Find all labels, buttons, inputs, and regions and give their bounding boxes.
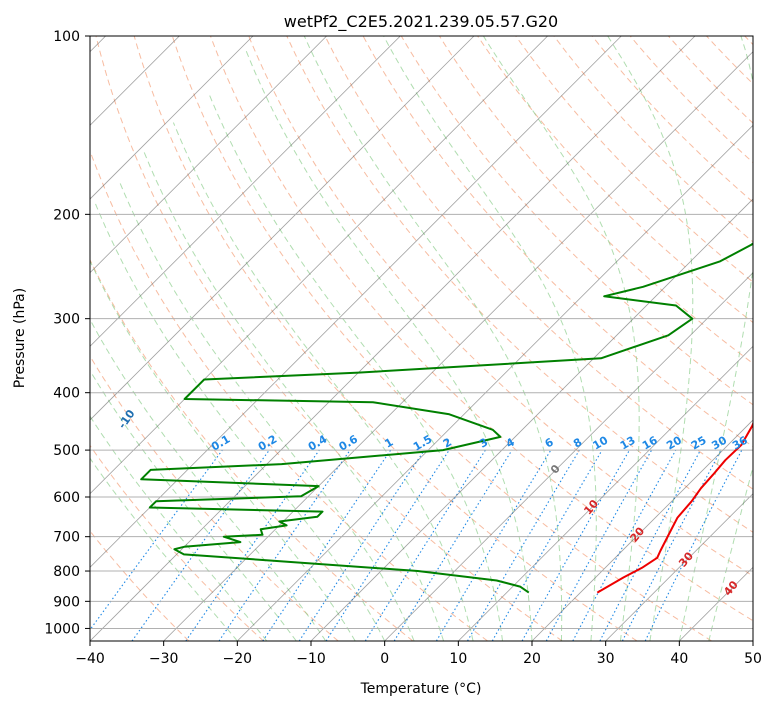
dry-adiabat-line <box>90 444 264 641</box>
x-tick-label: −10 <box>296 651 326 667</box>
y-tick-label: 100 <box>53 29 80 45</box>
x-tick-label: 40 <box>670 651 688 667</box>
temperature-profile <box>596 421 753 594</box>
moist-adiabat-line <box>90 415 268 641</box>
mixing-ratio-line <box>435 449 552 641</box>
mixing-ratio-line <box>491 449 603 641</box>
dry-adiabat-line <box>171 36 712 641</box>
moist-adiabat-line <box>708 465 753 641</box>
mixing-ratio-line <box>325 449 450 641</box>
chart-title: wetPf2_C2E5.2021.239.05.57.G20 <box>284 12 558 32</box>
x-axis-label: Temperature (°C) <box>360 681 482 697</box>
mixing-ratio-line <box>467 449 580 641</box>
moist-adiabat-line <box>678 36 753 641</box>
moist-adiabat-line <box>90 318 327 641</box>
mixing-ratio-line <box>393 449 513 641</box>
profiles <box>140 242 753 594</box>
y-tick-label: 200 <box>53 207 80 223</box>
x-tick-label: −40 <box>75 651 105 667</box>
y-tick-label: 400 <box>53 386 80 402</box>
plot-frame <box>89 35 754 642</box>
dry-adiabat-line <box>248 36 753 577</box>
mixing-ratio-line <box>218 449 351 641</box>
y-tick-label: 900 <box>53 594 80 610</box>
mixing-ratio-line <box>572 449 677 641</box>
isotherm-line <box>90 36 548 495</box>
dry-adiabat-line <box>95 36 563 641</box>
isotherm-line <box>310 198 753 641</box>
dry-adiabats <box>90 36 753 641</box>
x-axis-ticks: −40 −30 −20 −10 0 10 20 30 40 50 <box>75 641 762 667</box>
isotherm-line <box>458 345 753 641</box>
moist-adiabat-line <box>172 122 474 641</box>
moist-adiabat-line <box>90 259 356 641</box>
x-tick-label: −30 <box>149 651 179 667</box>
dry-adiabat-line <box>400 36 753 406</box>
isotherm-line <box>605 493 753 641</box>
isotherm-line <box>237 124 753 641</box>
dry-adiabat-line <box>477 36 753 324</box>
mixing-ratio-line <box>521 449 630 641</box>
isotherm-line <box>90 36 401 347</box>
x-tick-label: 50 <box>744 651 762 667</box>
isotherm-line <box>163 51 753 641</box>
x-tick-label: 0 <box>380 651 389 667</box>
x-tick-label: 30 <box>597 651 615 667</box>
mixing-ratio-line <box>364 449 486 641</box>
moist-adiabat-line <box>93 200 386 641</box>
y-tick-label: 500 <box>53 443 80 459</box>
y-tick-label: 1000 <box>44 621 80 637</box>
x-tick-label: 10 <box>449 651 467 667</box>
isotherm-line <box>90 36 622 568</box>
y-tick-label: 800 <box>53 564 80 580</box>
y-tick-label: 600 <box>53 490 80 506</box>
y-tick-label: 300 <box>53 312 80 328</box>
y-tick-label: 700 <box>53 530 80 546</box>
x-tick-label: −20 <box>223 651 253 667</box>
dry-adiabat-line <box>90 258 414 641</box>
moist-adiabat-line <box>90 369 297 641</box>
isotherm-line <box>90 36 327 274</box>
moist-adiabat-line <box>383 36 597 641</box>
isotherm-line <box>531 419 753 641</box>
dry-adiabat-line <box>210 36 753 622</box>
dewpoint-profile <box>140 242 753 594</box>
dry-adiabat-line <box>133 36 638 641</box>
dry-adiabat-line <box>591 36 753 203</box>
isotherms <box>90 36 753 641</box>
isotherm-line <box>90 36 254 200</box>
mixing-ratio-line <box>185 449 320 641</box>
moist-adiabat-line <box>244 48 533 641</box>
isotherm-line <box>90 36 696 641</box>
moist-adiabat-line <box>303 36 563 641</box>
dry-adiabat-line <box>324 36 753 490</box>
x-tick-label: 20 <box>523 651 541 667</box>
isotherm-line <box>384 272 753 641</box>
moist-adiabat-line <box>118 179 415 641</box>
moist-adiabat-line <box>482 36 640 641</box>
isotherm-line <box>90 36 475 421</box>
dry-adiabat-line <box>629 36 753 164</box>
dry-adiabat-line <box>515 36 753 283</box>
y-axis-ticks: 100 200 300 400 500 600 700 800 900 1000 <box>44 29 90 637</box>
y-axis-label: Pressure (hPa) <box>12 288 28 388</box>
moist-adiabat-line <box>607 36 694 641</box>
